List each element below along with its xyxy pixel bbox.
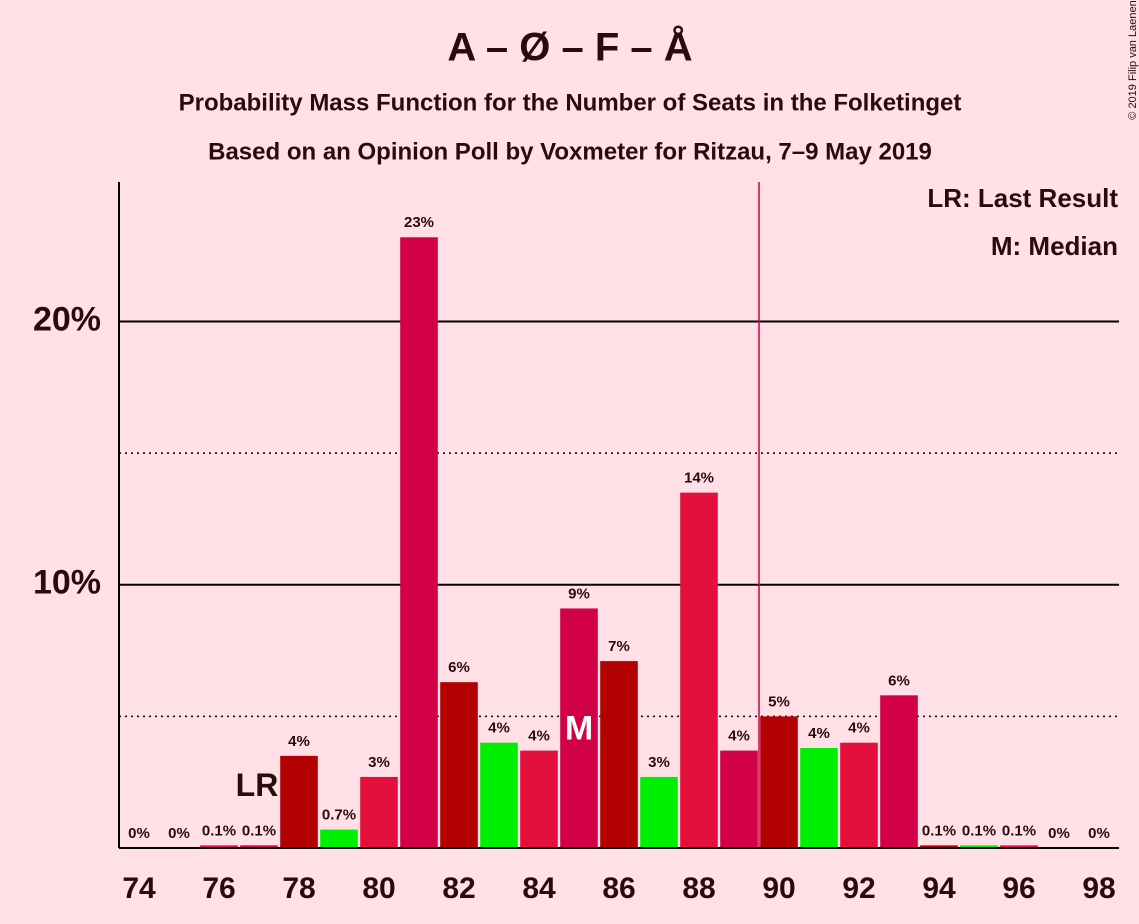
annotation: LR [236,767,279,803]
value-label: 0% [1048,825,1070,842]
bar [1000,845,1038,848]
bar [200,845,238,848]
bar [480,742,518,848]
value-label: 4% [848,720,870,737]
x-tick-label: 82 [442,872,475,905]
bar [680,492,718,848]
legend-entry: LR: Last Result [927,183,1118,213]
value-label: 4% [808,725,830,742]
annotation: M [565,709,593,747]
subtitle: Based on an Opinion Poll by Voxmeter for… [208,138,932,165]
bar [440,682,478,848]
x-tick-label: 90 [762,872,795,905]
bar [240,845,278,848]
value-label: 4% [728,728,750,745]
x-tick-label: 98 [1082,872,1115,905]
bar [920,845,958,848]
bar [560,608,598,848]
value-label: 0% [128,825,150,842]
value-label: 14% [684,470,714,487]
x-tick-label: 96 [1002,872,1035,905]
value-label: 0.1% [1002,822,1036,839]
bar [320,829,358,848]
chart-title: A – Ø – F – Å [447,25,692,70]
bar [600,661,638,848]
value-label: 0.1% [242,822,276,839]
x-tick-label: 86 [602,872,635,905]
bar [280,755,318,848]
x-tick-label: 76 [202,872,235,905]
value-label: 5% [768,693,790,710]
bar [800,747,838,848]
bar [520,750,558,848]
x-tick-label: 80 [362,872,395,905]
bar [640,776,678,848]
value-label: 3% [368,754,390,771]
value-label: 0.1% [962,822,996,839]
value-label: 9% [568,585,590,602]
y-tick-label: 20% [33,301,101,339]
x-tick-label: 84 [522,872,556,905]
value-label: 0% [168,825,190,842]
value-label: 23% [404,214,434,231]
bar [960,845,998,848]
bar [760,716,798,848]
value-label: 3% [648,754,670,771]
value-label: 4% [288,733,310,750]
bar [400,237,438,848]
x-tick-label: 88 [682,872,715,905]
value-label: 0% [1088,825,1110,842]
value-label: 0.1% [922,822,956,839]
value-label: 0.1% [202,822,236,839]
bar [880,695,918,848]
y-tick-label: 10% [33,564,101,602]
bar [720,750,758,848]
x-tick-label: 94 [922,872,956,905]
value-label: 4% [528,728,550,745]
bar [840,742,878,848]
x-tick-label: 78 [282,872,315,905]
value-label: 6% [448,659,470,676]
value-label: 6% [888,672,910,689]
x-tick-label: 74 [122,872,156,905]
copyright: © 2019 Filip van Laenen [1127,0,1139,119]
value-label: 4% [488,720,510,737]
value-label: 7% [608,638,630,655]
subtitle: Probability Mass Function for the Number… [179,89,962,116]
x-tick-label: 92 [842,872,875,905]
legend-entry: M: Median [991,231,1118,261]
value-label: 0.7% [322,807,356,824]
bar [360,776,398,848]
